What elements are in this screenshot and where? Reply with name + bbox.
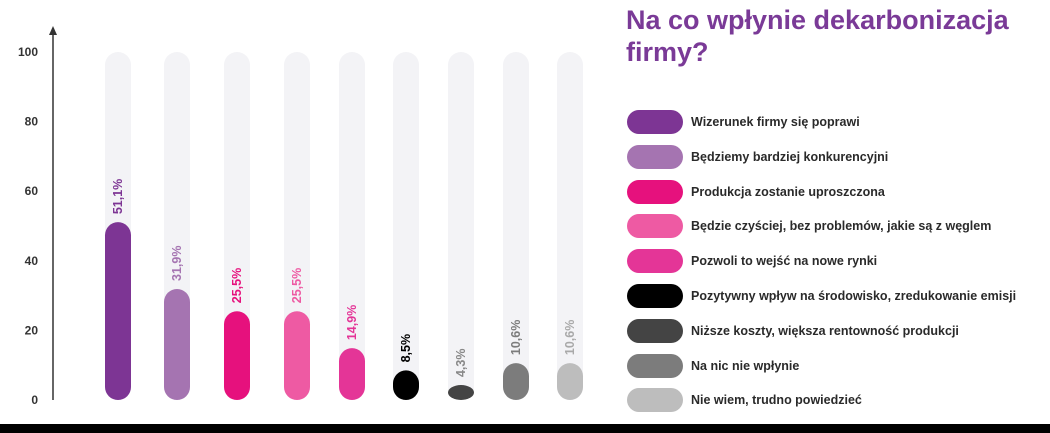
y-tick-label: 100: [18, 45, 38, 59]
y-axis: 0 20 40 60 80 100: [18, 26, 57, 407]
data-label: 14,9%: [345, 305, 359, 340]
legend-item: Będzie czyściej, bez problemów, jakie są…: [627, 213, 991, 239]
legend-swatch: [627, 353, 683, 378]
bar-track: [284, 52, 310, 400]
y-tick-label: 60: [25, 184, 39, 198]
legend-swatch: [627, 388, 683, 413]
bar: [284, 311, 310, 400]
legend-label: Pozwoli to wejść na nowe rynki: [691, 254, 878, 269]
legend-swatch: [627, 214, 683, 239]
y-tick-label: 20: [25, 323, 39, 337]
legend-label: Na nic nie wpłynie: [691, 358, 800, 373]
legend-item: Pozwoli to wejść na nowe rynki: [627, 248, 877, 274]
legend-item: Na nic nie wpłynie: [627, 353, 799, 379]
bottom-border: [0, 424, 1050, 433]
legend-label: Nie wiem, trudno powiedzieć: [691, 393, 862, 408]
bar: [448, 385, 474, 400]
data-label: 25,5%: [290, 268, 304, 303]
bar: [557, 363, 583, 400]
bar: [224, 311, 250, 400]
data-label: 8,5%: [399, 334, 413, 363]
legend-swatch: [627, 284, 683, 308]
bar-track: [339, 52, 365, 400]
bar-track: [503, 52, 529, 400]
bar-track: [448, 52, 474, 400]
legend-swatch: [627, 179, 683, 204]
legend-label: Pozytywny wpływ na środowisko, zredukowa…: [691, 289, 1017, 303]
data-label: 4,3%: [454, 349, 468, 378]
y-tick-label: 0: [31, 393, 38, 407]
bar: [503, 363, 529, 400]
legend-swatch: [627, 144, 683, 169]
data-label: 10,6%: [509, 320, 523, 355]
legend-label: Wizerunek firmy się poprawi: [691, 115, 860, 129]
data-label: 31,9%: [170, 246, 184, 281]
legend-label: Produkcja zostanie uproszczona: [691, 184, 885, 199]
bar-track: [224, 52, 250, 400]
y-axis-arrow-icon: [49, 26, 57, 35]
y-tick-label: 80: [25, 115, 39, 129]
bar: [339, 348, 365, 400]
bar-track: [393, 52, 419, 400]
legend-label: Będziemy bardziej konkurencyjni: [691, 149, 889, 164]
legend-item: Produkcja zostanie uproszczona: [627, 179, 885, 205]
legend-label: Będzie czyściej, bez problemów, jakie są…: [691, 219, 992, 234]
bar: [105, 222, 131, 400]
bar: [164, 288, 190, 400]
legend-item: Wizerunek firmy się poprawi: [627, 109, 860, 135]
legend-swatch: [627, 249, 683, 274]
data-label: 51,1%: [111, 179, 125, 214]
bar: [393, 370, 419, 400]
legend-label: Niższe koszty, większa rentowność produk…: [691, 323, 959, 338]
legend-item: Nie wiem, trudno powiedzieć: [627, 387, 862, 413]
bar-track: [557, 52, 583, 400]
legend-swatch: [627, 318, 683, 343]
legend-item: Będziemy bardziej konkurencyjni: [627, 144, 888, 170]
legend-item: Pozytywny wpływ na środowisko, zredukowa…: [627, 283, 1016, 309]
data-label: 25,5%: [230, 268, 244, 303]
y-tick-label: 40: [25, 254, 39, 268]
legend-item: Niższe koszty, większa rentowność produk…: [627, 318, 959, 344]
data-label: 10,6%: [563, 320, 577, 355]
legend-swatch: [627, 110, 683, 134]
chart-title: Na co wpłynie dekarbonizacja firmy?: [626, 5, 1009, 67]
